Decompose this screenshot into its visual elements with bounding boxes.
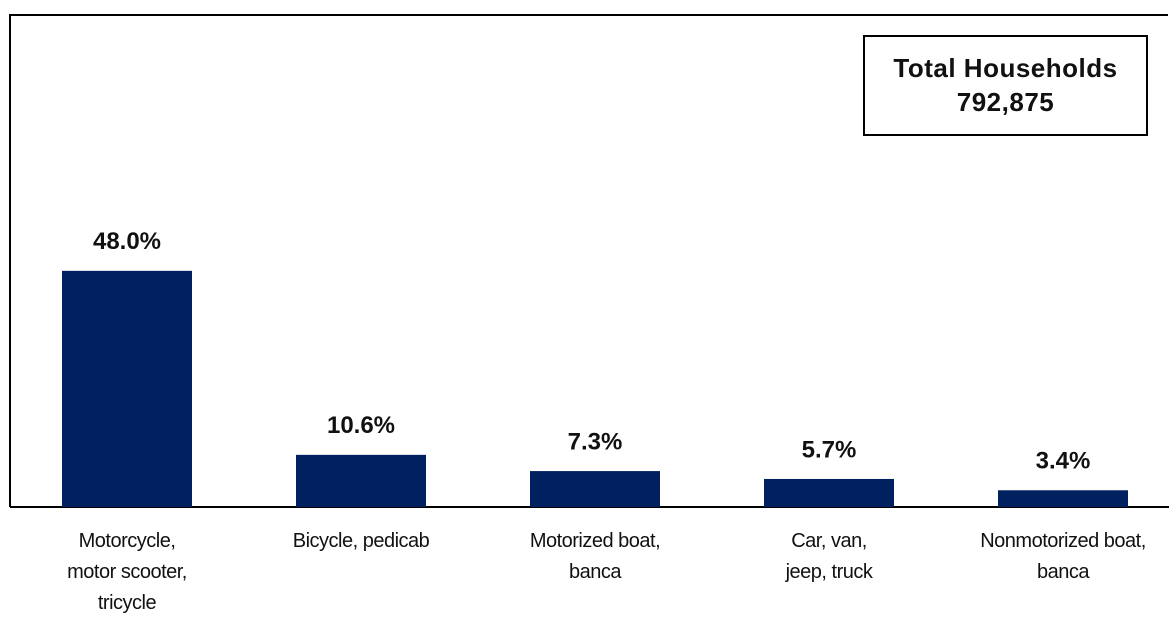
annotation-value: 792,875 xyxy=(956,87,1055,117)
x-tick-label: Bicycle, pedicab xyxy=(292,530,430,552)
plot-frame xyxy=(9,14,1168,507)
x-tick-label: Motorcycle, motor scooter, tricycle xyxy=(67,530,187,614)
x-tick-label: Nonmotorized boat, banca xyxy=(980,530,1146,583)
bar xyxy=(530,471,660,507)
bar xyxy=(764,478,894,507)
data-label: 10.6% xyxy=(327,412,395,439)
data-label: 48.0% xyxy=(93,228,161,255)
annotation-title: Total Households xyxy=(893,53,1118,83)
data-label: 7.3% xyxy=(568,428,623,455)
annotation-box: Total Households 792,875 xyxy=(863,35,1148,136)
x-tick-label: Car, van, jeep, truck xyxy=(785,530,873,583)
data-label: 3.4% xyxy=(1036,448,1091,475)
x-tick-label: Motorized boat, banca xyxy=(529,530,661,583)
bar xyxy=(998,490,1128,507)
data-label: 5.7% xyxy=(802,436,857,463)
bar xyxy=(62,270,192,507)
bar xyxy=(296,454,426,507)
